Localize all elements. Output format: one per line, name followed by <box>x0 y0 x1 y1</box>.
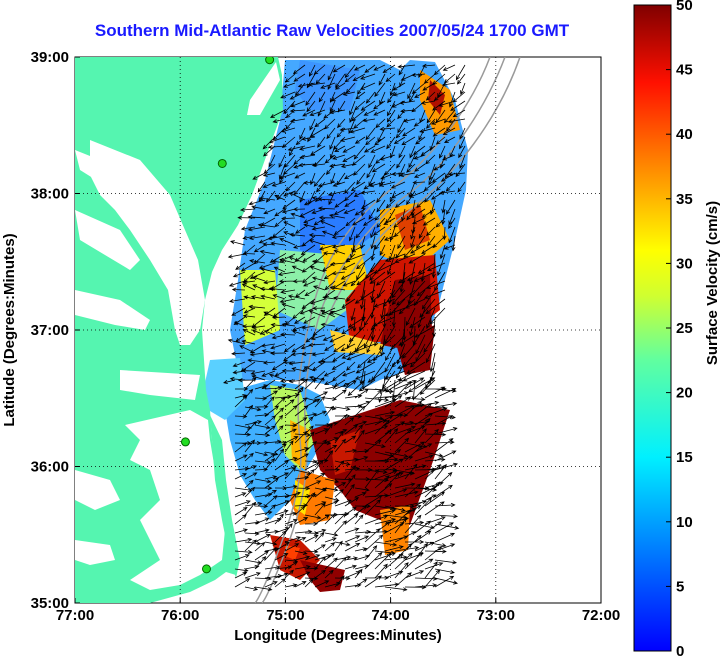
pamlico-sound <box>125 410 225 590</box>
y-tick-label: 37:00 <box>31 322 69 339</box>
field-cell <box>330 330 385 355</box>
grid-lines <box>75 57 601 603</box>
river <box>75 210 140 270</box>
colorbar-tick-label: 50 <box>676 0 693 14</box>
colorbar-tick-label: 10 <box>676 514 693 531</box>
contour-line <box>324 57 521 326</box>
velocity-arrows <box>223 63 466 592</box>
river <box>75 470 120 510</box>
colorbar-tick-label: 40 <box>676 126 693 143</box>
velocity-arrow-set <box>223 63 466 592</box>
colorbar-tick-label: 30 <box>676 255 693 272</box>
title-text: Southern Mid-Atlantic Raw Velocities 200… <box>94 21 570 40</box>
colorbar-tick-label: 25 <box>676 320 693 337</box>
colorbar <box>633 4 672 652</box>
barrier-island <box>210 415 240 578</box>
colorbar-tick-label: 45 <box>676 62 693 79</box>
station-marker <box>202 564 211 574</box>
x-tick-label: 77:00 <box>56 607 94 624</box>
colorbar-tick-label: 5 <box>676 578 684 595</box>
y-tick-label: 38:00 <box>31 186 69 203</box>
x-axis: 77:00 76:00 75:00 74:00 73:00 72:00 <box>56 598 620 624</box>
station-markers <box>180 57 275 574</box>
x-axis-label: Longitude (Degrees:Minutes) <box>234 627 442 644</box>
river <box>75 540 115 565</box>
colorbar-tick-label: 20 <box>676 385 693 402</box>
x-tick-label: 76:00 <box>161 607 199 624</box>
colorbar-label: Surface Velocity (cm/s) <box>704 201 721 365</box>
y-tick-label: 39:00 <box>31 49 69 66</box>
field-cell <box>300 560 345 592</box>
x-tick-label: 75:00 <box>266 607 304 624</box>
river <box>75 290 150 330</box>
colorbar-tick-label: 15 <box>676 449 693 466</box>
station-marker <box>180 437 190 447</box>
x-tick-label: 74:00 <box>371 607 409 624</box>
y-axis: 39:00 38:00 37:00 36:00 35:00 <box>31 49 80 612</box>
delaware-bay <box>247 62 280 115</box>
y-axis-label: Latitude (Degrees:Minutes) <box>1 233 18 426</box>
y-tick-label: 35:00 <box>31 595 69 612</box>
station-marker <box>217 158 227 168</box>
contour-line <box>254 57 491 603</box>
y-tick-label: 36:00 <box>31 459 69 476</box>
chart-title: Southern Mid-Atlantic Raw Velocities 200… <box>0 21 724 41</box>
colorbar-tick-label: 35 <box>676 191 693 208</box>
chesapeake-bay <box>90 140 205 345</box>
field-cell <box>200 358 245 420</box>
field-cell <box>330 430 360 475</box>
station-marker <box>265 57 275 65</box>
x-tick-label: 72:00 <box>582 607 620 624</box>
river <box>75 150 110 180</box>
colorbar-tick-label: 0 <box>676 643 684 659</box>
x-tick-label: 73:00 <box>477 607 515 624</box>
